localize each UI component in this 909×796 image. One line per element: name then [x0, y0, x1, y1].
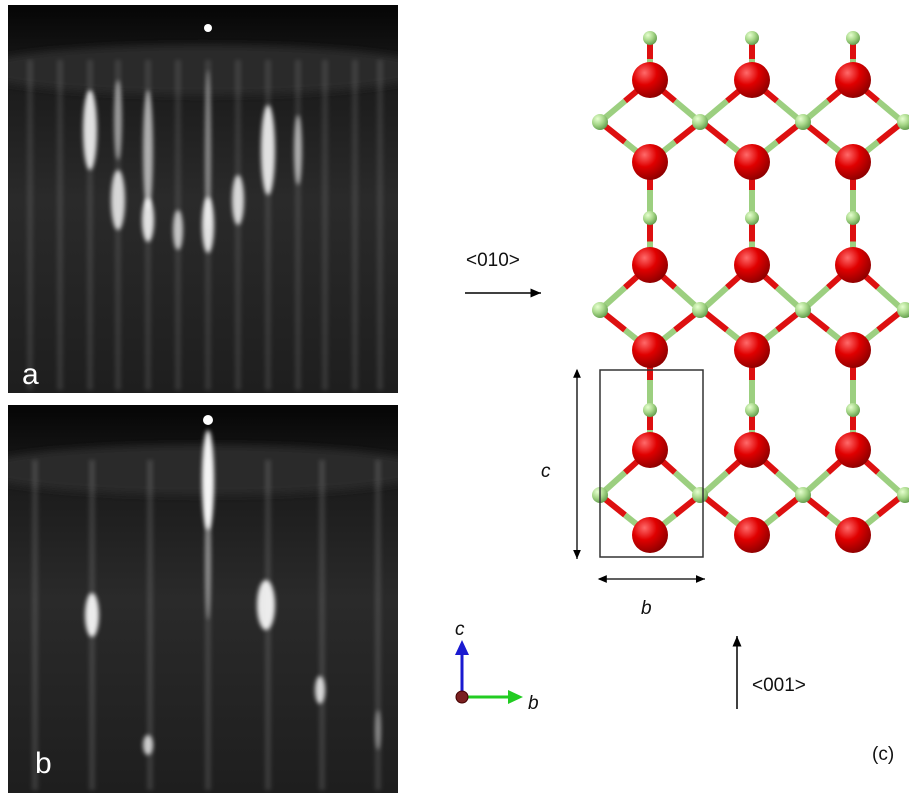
atom-small [692, 302, 708, 318]
atom-small [795, 487, 811, 503]
atom-large [734, 517, 770, 553]
streak-spot [114, 80, 122, 160]
atom-small [643, 211, 657, 225]
atom-small [692, 114, 708, 130]
streak [27, 60, 33, 390]
direction-label: <010> [466, 250, 520, 271]
atom-small [745, 403, 759, 417]
streak-spot [143, 735, 153, 755]
atom-large [632, 517, 668, 553]
atom-small [795, 114, 811, 130]
streak [377, 60, 383, 390]
axis-a [456, 691, 468, 703]
streak-spot [315, 676, 325, 704]
panel-label: a [22, 358, 39, 391]
crystal-structure [592, 31, 909, 553]
streak [295, 60, 301, 390]
streak-spot [375, 710, 381, 750]
streak-spot [173, 210, 183, 250]
atom-large [632, 144, 668, 180]
atom-small [643, 403, 657, 417]
streak [322, 60, 328, 390]
streak-spot [83, 90, 97, 170]
streak [352, 60, 358, 390]
atom-small [592, 302, 608, 318]
atom-large [734, 62, 770, 98]
panel-label: (c) [872, 744, 894, 765]
figure: a b c b <010> <001> c b (c) [0, 0, 909, 796]
streak-spot [111, 170, 125, 230]
atom-large [632, 332, 668, 368]
atom-large [734, 432, 770, 468]
streak-spot [257, 580, 275, 630]
atom-small [795, 302, 811, 318]
streak-spot [261, 105, 275, 195]
atom-small [592, 114, 608, 130]
atom-small [846, 211, 860, 225]
cell-label: b [641, 598, 652, 619]
atom-large [734, 247, 770, 283]
direction-label: <001> [752, 675, 806, 696]
streak-spot [205, 70, 211, 230]
streak [32, 460, 38, 790]
atom-small [643, 31, 657, 45]
atom-small [846, 403, 860, 417]
atom-large [835, 332, 871, 368]
atom-large [835, 432, 871, 468]
axis-c-head [455, 640, 469, 655]
streak-spot [205, 500, 211, 620]
streak-spot [232, 175, 244, 225]
atom-large [835, 62, 871, 98]
atom-large [835, 517, 871, 553]
atom-large [835, 247, 871, 283]
atom-large [734, 144, 770, 180]
rheed-image-a [0, 5, 433, 393]
atom-large [632, 432, 668, 468]
atom-large [632, 62, 668, 98]
axis-label: b [528, 693, 539, 714]
atom-large [835, 144, 871, 180]
atom-small [692, 487, 708, 503]
axis-label: c [455, 619, 465, 640]
panel-label: b [35, 747, 52, 780]
atom-large [734, 332, 770, 368]
streak-spot [143, 90, 153, 210]
specular-spot [204, 24, 212, 32]
streak-spot [85, 593, 99, 637]
streak-spot [294, 115, 302, 185]
atom-large [632, 247, 668, 283]
streak-spot [142, 198, 154, 242]
specular-spot [203, 415, 213, 425]
streak [319, 460, 325, 790]
streak [57, 60, 63, 390]
rheed-image-b [0, 405, 433, 793]
axis-b-head [508, 690, 523, 704]
atom-small [745, 211, 759, 225]
atom-small [846, 31, 860, 45]
cell-label: c [541, 461, 551, 482]
atom-small [745, 31, 759, 45]
